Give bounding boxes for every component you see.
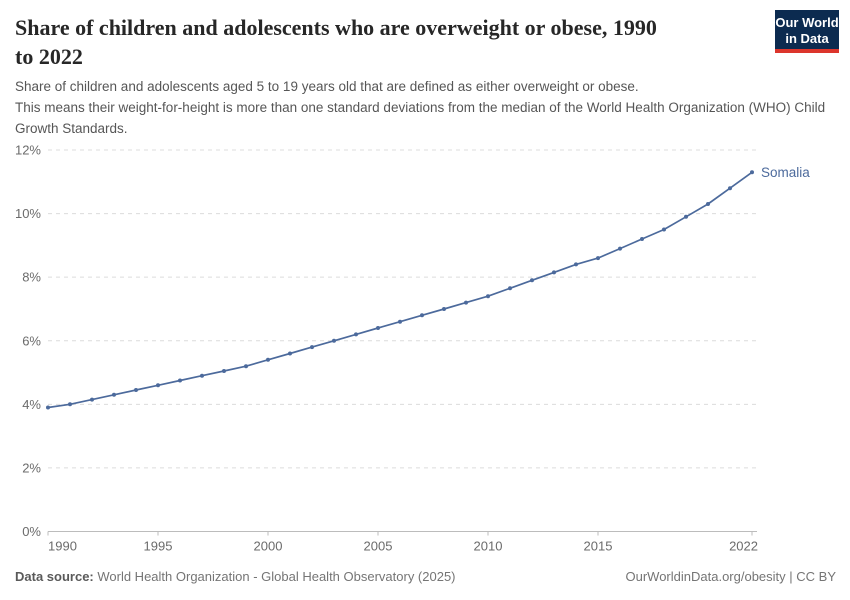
- data-point-marker[interactable]: [530, 278, 534, 283]
- data-point-marker[interactable]: [134, 388, 138, 392]
- data-point-marker[interactable]: [750, 170, 754, 175]
- logo-red-bar: [775, 49, 839, 53]
- credit-link[interactable]: OurWorldinData.org/obesity | CC BY: [625, 569, 837, 584]
- data-point-marker[interactable]: [266, 357, 270, 362]
- data-point-marker[interactable]: [640, 237, 644, 241]
- data-point-marker[interactable]: [376, 326, 380, 330]
- data-point-marker[interactable]: [552, 270, 556, 275]
- x-axis-tick-label: 2000: [254, 539, 283, 554]
- data-point-marker[interactable]: [156, 383, 160, 388]
- y-axis-tick-label: 10%: [15, 206, 41, 221]
- data-point-marker[interactable]: [200, 373, 204, 378]
- x-axis-tick-label: 2005: [364, 539, 393, 554]
- data-point-marker[interactable]: [706, 202, 710, 206]
- data-point-marker[interactable]: [90, 397, 94, 402]
- x-axis-tick-label: 1990: [48, 539, 77, 554]
- x-axis-tick-label: 1995: [144, 539, 173, 554]
- owid-logo-text: Our World in Data: [775, 15, 839, 47]
- data-point-marker[interactable]: [68, 402, 72, 407]
- x-axis-tick-label: 2010: [474, 539, 503, 554]
- data-point-marker[interactable]: [222, 369, 226, 373]
- data-point-marker[interactable]: [178, 378, 182, 383]
- data-point-marker[interactable]: [398, 319, 402, 324]
- data-point-marker[interactable]: [288, 351, 292, 356]
- data-point-marker[interactable]: [486, 294, 490, 299]
- data-point-marker[interactable]: [728, 186, 732, 191]
- data-point-marker[interactable]: [618, 246, 622, 251]
- logo-line2: in Data: [785, 31, 829, 46]
- data-point-marker[interactable]: [442, 307, 446, 311]
- data-point-marker[interactable]: [596, 256, 600, 261]
- data-point-marker[interactable]: [112, 392, 116, 397]
- data-point-marker[interactable]: [354, 332, 358, 337]
- data-source-label: Data source:: [15, 569, 94, 584]
- data-point-marker[interactable]: [574, 262, 578, 267]
- logo-line1: Our World: [775, 15, 839, 30]
- x-axis-tick-label: 2022: [729, 539, 758, 554]
- data-point-marker[interactable]: [310, 345, 314, 350]
- y-axis-tick-label: 8%: [22, 270, 41, 285]
- y-axis-tick-label: 2%: [22, 460, 41, 475]
- y-axis-tick-label: 0%: [22, 524, 41, 539]
- data-point-marker[interactable]: [46, 405, 50, 410]
- data-point-marker[interactable]: [464, 300, 468, 305]
- y-axis-tick-label: 6%: [22, 333, 41, 348]
- x-axis-tick-label: 2015: [584, 539, 613, 554]
- data-point-marker[interactable]: [332, 338, 336, 343]
- page-title: Share of children and adolescents who ar…: [15, 15, 657, 69]
- series-end-label[interactable]: Somalia: [761, 165, 810, 180]
- data-point-marker[interactable]: [684, 214, 688, 219]
- owid-logo[interactable]: Our World in Data: [775, 10, 839, 53]
- data-source: Data source: World Health Organization -…: [15, 569, 456, 584]
- y-axis-tick-label: 12%: [15, 143, 41, 158]
- data-point-marker[interactable]: [508, 286, 512, 291]
- chart-subtitle: Share of children and adolescents aged 5…: [15, 79, 826, 136]
- data-point-marker[interactable]: [662, 227, 666, 232]
- series-line[interactable]: [47, 171, 753, 409]
- data-point-marker[interactable]: [420, 313, 424, 318]
- data-source-text: World Health Organization - Global Healt…: [93, 569, 456, 584]
- y-axis-tick-label: 4%: [22, 397, 41, 412]
- data-point-marker[interactable]: [244, 364, 248, 369]
